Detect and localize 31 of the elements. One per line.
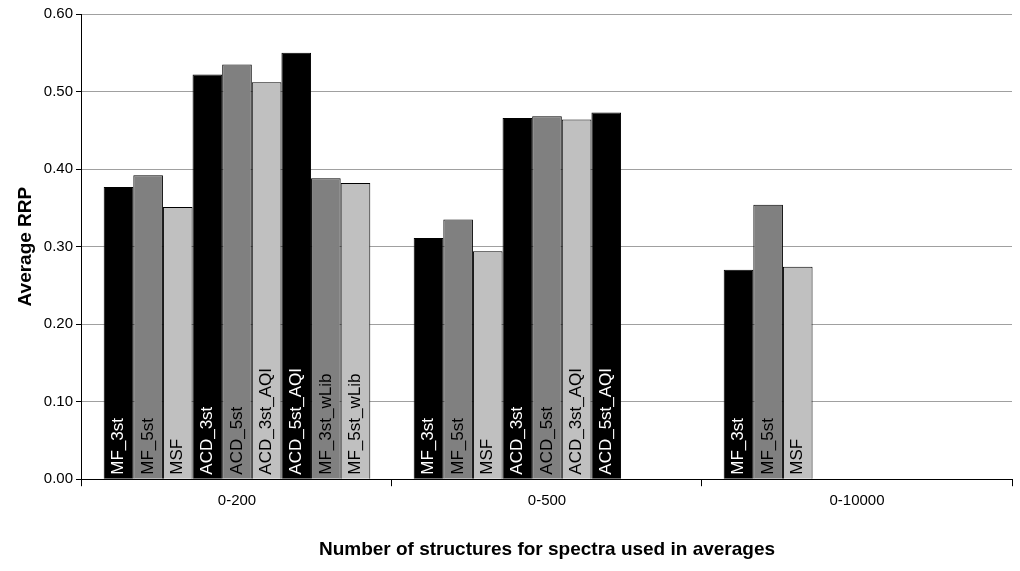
text: ACD_3st — [507, 406, 527, 475]
y-tick-label: 0.60 — [43, 4, 73, 22]
text: MSF — [477, 438, 497, 475]
y-tick-label: 0.10 — [43, 391, 73, 409]
x-tick-label: 0-200 — [217, 491, 257, 509]
y-tick-label: 0.40 — [43, 159, 73, 177]
series-label: MF_5st — [137, 417, 157, 475]
text: MF_3st — [728, 418, 748, 475]
text: MF_5st — [757, 418, 777, 475]
series-label: MF_3st — [108, 417, 128, 475]
y-axis-title: Average RRP — [13, 186, 35, 307]
x-tick-label: 0-10000 — [829, 491, 885, 509]
x-axis-title: Number of structures for spectra used in averages — [318, 537, 776, 559]
y-tick-label: 0.50 — [43, 81, 73, 99]
series-label: ACD_3st_AQI — [256, 367, 276, 475]
y-tick-label: 0.00 — [43, 469, 73, 487]
text: ACD_3st_AQI — [566, 367, 586, 475]
text: ACD_5st_AQI — [595, 367, 615, 475]
series-label: ACD_3st — [197, 406, 217, 475]
series-label: MF_3st_wLib — [315, 373, 335, 475]
text: MF_3st — [418, 418, 438, 475]
x-tick-label: 0-500 — [527, 491, 567, 509]
series-label: MSF — [167, 438, 187, 475]
y-tick-label: 0.20 — [43, 314, 73, 332]
series-label: ACD_5st — [536, 406, 556, 475]
series-label: MF_5st_wLib — [345, 373, 365, 475]
text: MF_5st — [447, 418, 467, 475]
y-tick-label: 0.30 — [43, 236, 73, 254]
text: MSF — [787, 438, 807, 475]
series-label: ACD_5st_AQI — [285, 367, 305, 475]
text: ACD_5st — [226, 406, 246, 475]
